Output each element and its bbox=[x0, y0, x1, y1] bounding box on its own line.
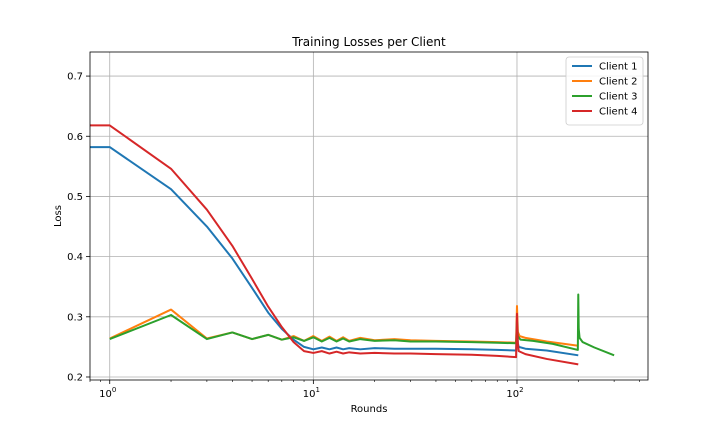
x-tick-label: 102 bbox=[506, 386, 523, 400]
legend: Client 1 Client 2 Client 3 Client 4 bbox=[565, 56, 644, 126]
y-tick-label: 0.6 bbox=[67, 132, 83, 143]
grid bbox=[90, 52, 648, 380]
series-line-client-1 bbox=[90, 146, 579, 357]
y-tick-label: 0.5 bbox=[67, 192, 83, 203]
series-line-client-4 bbox=[90, 124, 579, 366]
legend-frame bbox=[565, 56, 644, 126]
y-tick-label: 0.7 bbox=[67, 72, 83, 83]
x-axis-label: Rounds bbox=[351, 404, 388, 415]
legend-label: Client 3 bbox=[599, 92, 638, 103]
plot-frame bbox=[89, 51, 649, 381]
y-tick-label: 0.4 bbox=[67, 252, 83, 263]
plot-series bbox=[90, 124, 615, 366]
legend-label: Client 4 bbox=[599, 107, 638, 118]
chart-title: Training Losses per Client bbox=[291, 35, 446, 49]
y-tick-label: 0.2 bbox=[67, 372, 83, 383]
legend-label: Client 2 bbox=[599, 77, 638, 88]
x-tick-label: 101 bbox=[303, 386, 320, 400]
y-axis-label: Loss bbox=[53, 205, 64, 227]
y-tick-label: 0.3 bbox=[67, 312, 83, 323]
series-line-client-3 bbox=[109, 293, 615, 357]
legend-label: Client 1 bbox=[599, 62, 638, 73]
axis-ticks: 0.2 0.3 0.4 0.5 0.6 0.7 100 101 102 bbox=[67, 72, 640, 400]
x-tick-label: 100 bbox=[99, 386, 116, 400]
